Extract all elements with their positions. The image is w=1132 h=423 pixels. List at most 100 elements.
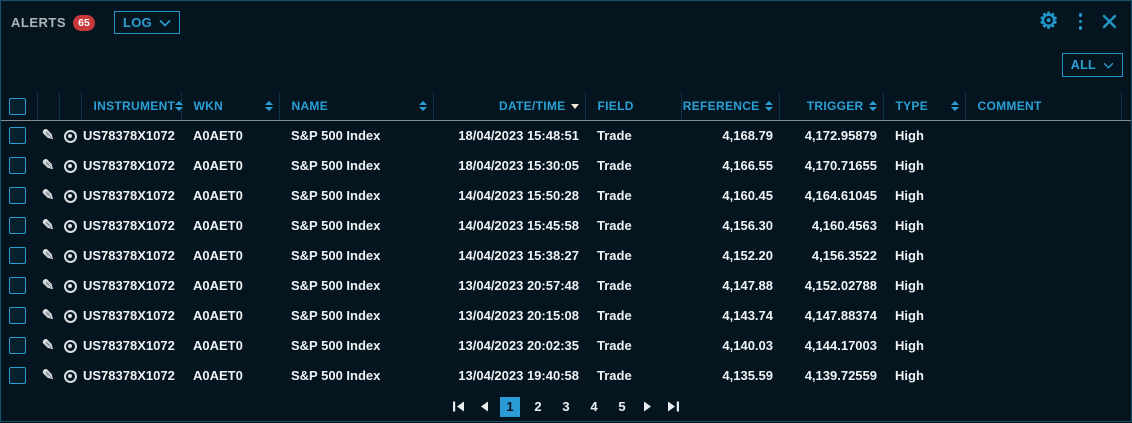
page-button-5[interactable]: 5 xyxy=(618,399,626,414)
cell-reference: 4,143.74 xyxy=(722,307,773,323)
sort-icon xyxy=(950,101,959,112)
cell-wkn: A0AET0 xyxy=(193,337,243,353)
cell-instrument: US78378X1072 xyxy=(83,127,175,143)
edit-icon[interactable]: ✎ xyxy=(41,157,55,174)
cell-comment xyxy=(965,210,1121,240)
target-icon[interactable] xyxy=(63,159,77,173)
target-icon[interactable] xyxy=(63,279,77,293)
target-icon[interactable] xyxy=(63,369,77,383)
cell-datetime: 13/04/2023 20:15:08 xyxy=(458,307,579,323)
filter-all-label: ALL xyxy=(1070,58,1096,72)
row-checkbox[interactable] xyxy=(9,366,26,384)
cell-wkn: A0AET0 xyxy=(193,307,243,323)
row-checkbox[interactable] xyxy=(9,186,26,204)
cell-datetime: 13/04/2023 19:40:58 xyxy=(458,367,579,383)
alert-count-badge: 65 xyxy=(73,14,95,31)
target-icon[interactable] xyxy=(63,309,77,323)
cell-datetime: 14/04/2023 15:50:28 xyxy=(458,187,579,203)
log-dropdown[interactable]: LOG xyxy=(114,11,181,34)
target-icon[interactable] xyxy=(63,219,77,233)
cell-name: S&P 500 Index xyxy=(291,217,381,233)
cell-type: High xyxy=(895,187,924,203)
cell-name: S&P 500 Index xyxy=(291,307,381,323)
row-checkbox[interactable] xyxy=(9,336,26,354)
cell-field: Trade xyxy=(597,187,632,203)
target-icon[interactable] xyxy=(63,339,77,353)
edit-icon[interactable]: ✎ xyxy=(41,277,55,294)
edit-icon[interactable]: ✎ xyxy=(41,187,55,204)
cell-type: High xyxy=(895,277,924,293)
target-icon[interactable] xyxy=(63,249,77,263)
next-page-button[interactable] xyxy=(640,399,656,414)
cell-name: S&P 500 Index xyxy=(291,187,381,203)
header-comment[interactable]: COMMENT xyxy=(965,93,1122,121)
row-checkbox[interactable] xyxy=(9,306,26,324)
cell-comment xyxy=(965,150,1121,180)
previous-page-button[interactable] xyxy=(476,399,492,414)
cell-datetime: 14/04/2023 15:45:58 xyxy=(458,217,579,233)
edit-icon[interactable]: ✎ xyxy=(41,307,55,324)
cell-trigger: 4,170.71655 xyxy=(804,157,877,173)
cell-trigger: 4,144.17003 xyxy=(804,337,877,353)
cell-field: Trade xyxy=(597,367,632,383)
header-field[interactable]: FIELD xyxy=(585,93,682,121)
cell-name: S&P 500 Index xyxy=(291,157,381,173)
page-button-1[interactable]: 1 xyxy=(500,396,520,417)
cell-comment xyxy=(965,120,1121,150)
table-row: ✎ US78378X1072 A0AET0 S&P 500 Index 14/0… xyxy=(1,210,1131,240)
cell-filler xyxy=(1121,270,1131,300)
first-page-button[interactable] xyxy=(449,399,468,414)
cell-reference: 4,152.20 xyxy=(722,247,773,263)
page-button-4[interactable]: 4 xyxy=(590,399,598,414)
cell-field: Trade xyxy=(597,157,632,173)
cell-wkn: A0AET0 xyxy=(193,277,243,293)
edit-icon[interactable]: ✎ xyxy=(41,367,55,384)
cell-comment xyxy=(965,330,1121,360)
filter-all-dropdown[interactable]: ALL xyxy=(1061,53,1123,77)
top-bar: ALERTS 65 LOG ⚙ xyxy=(1,1,1131,43)
cell-reference: 4,147.88 xyxy=(722,277,773,293)
header-name[interactable]: NAME xyxy=(279,93,434,121)
cell-trigger: 4,160.4563 xyxy=(811,217,877,233)
sort-icon xyxy=(764,101,773,112)
header-trigger[interactable]: TRIGGER xyxy=(779,93,884,121)
kebab-menu-icon[interactable] xyxy=(1077,11,1085,32)
cell-instrument: US78378X1072 xyxy=(83,277,175,293)
row-checkbox[interactable] xyxy=(9,276,26,294)
header-reference[interactable]: REFERENCE xyxy=(681,93,780,121)
header-wkn[interactable]: WKN xyxy=(181,93,280,121)
row-checkbox[interactable] xyxy=(9,156,26,174)
gear-icon[interactable]: ⚙ xyxy=(1038,8,1059,34)
alerts-table: INSTRUMENT WKN NAME DATE/TIME FIELD REFE… xyxy=(1,93,1131,390)
cell-trigger: 4,147.88374 xyxy=(804,307,877,323)
cell-datetime: 13/04/2023 20:57:48 xyxy=(458,277,579,293)
row-checkbox[interactable] xyxy=(9,126,26,144)
cell-comment xyxy=(965,180,1121,210)
target-icon[interactable] xyxy=(63,129,77,143)
edit-icon[interactable]: ✎ xyxy=(41,127,55,145)
header-instrument[interactable]: INSTRUMENT xyxy=(81,93,184,121)
last-page-button[interactable] xyxy=(664,399,683,414)
cell-wkn: A0AET0 xyxy=(193,247,243,263)
edit-icon[interactable]: ✎ xyxy=(41,337,55,354)
row-checkbox[interactable] xyxy=(9,216,26,234)
table-row: ✎ US78378X1072 A0AET0 S&P 500 Index 14/0… xyxy=(1,240,1131,270)
page-button-2[interactable]: 2 xyxy=(534,399,542,414)
table-row: ✎ US78378X1072 A0AET0 S&P 500 Index 14/0… xyxy=(1,180,1131,210)
edit-icon[interactable]: ✎ xyxy=(41,247,55,264)
cell-instrument: US78378X1072 xyxy=(83,337,175,353)
table-header-row: INSTRUMENT WKN NAME DATE/TIME FIELD REFE… xyxy=(1,93,1131,121)
edit-icon[interactable]: ✎ xyxy=(41,217,55,234)
row-checkbox[interactable] xyxy=(9,246,26,264)
cell-comment xyxy=(965,360,1121,390)
select-all-checkbox[interactable] xyxy=(9,97,26,115)
cell-field: Trade xyxy=(597,127,632,143)
close-icon[interactable] xyxy=(1102,14,1117,29)
header-datetime[interactable]: DATE/TIME xyxy=(433,93,586,121)
cell-trigger: 4,164.61045 xyxy=(804,187,877,203)
page-button-3[interactable]: 3 xyxy=(562,399,570,414)
target-icon[interactable] xyxy=(63,189,77,203)
header-type[interactable]: TYPE xyxy=(883,93,966,121)
